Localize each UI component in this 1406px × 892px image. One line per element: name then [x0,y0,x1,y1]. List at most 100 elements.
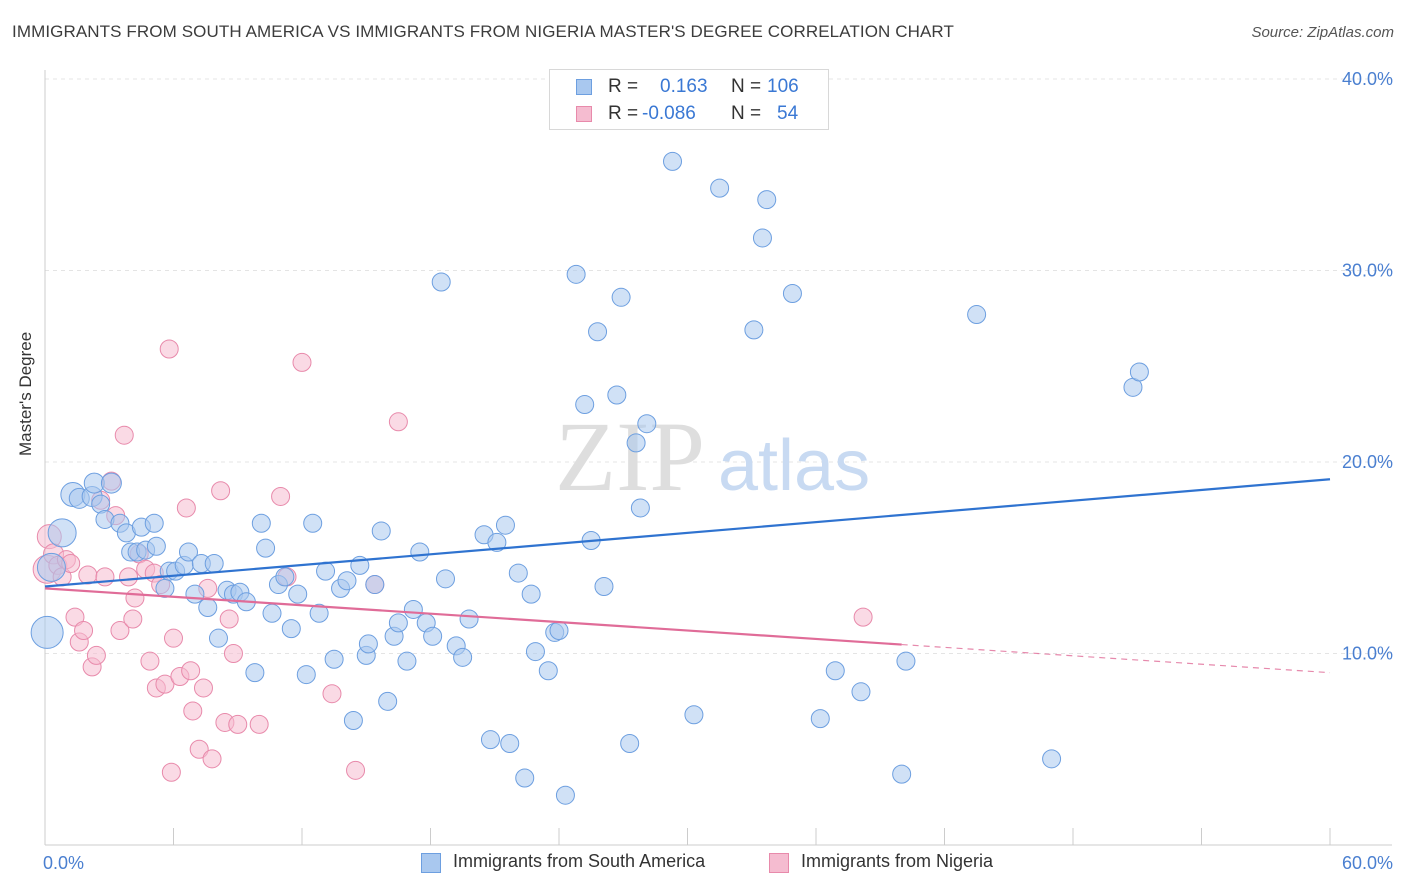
data-point [219,609,239,629]
data-point [288,584,308,604]
data-point [123,609,143,629]
data-point [249,714,269,734]
data-point [47,518,77,548]
data-point [810,709,830,729]
data-point [782,283,802,303]
data-point [110,621,130,641]
x-tick-label: 60.0% [1342,853,1393,873]
data-point [309,603,329,623]
legend-r-label: R = [608,76,639,97]
data-point [588,322,608,342]
data-point [637,414,657,434]
data-point [181,661,201,681]
data-point [459,609,479,629]
data-point [193,678,213,698]
data-point [146,536,166,556]
legend-n-label: N = [731,103,762,124]
data-point [189,739,209,759]
data-point [358,634,378,654]
watermark-atlas: atlas [718,426,870,506]
legend-r-label: R = [608,103,639,124]
data-point [292,352,312,372]
trend-line-south-america [44,478,1331,588]
data-point [388,412,408,432]
series-nigeria-points [32,339,873,782]
data-point [495,515,515,535]
data-point [684,705,704,725]
data-point [423,626,443,646]
data-point [316,561,336,581]
data-point [1042,749,1062,769]
data-point [155,578,175,598]
data-point [431,272,451,292]
data-point [74,621,94,641]
data-point [555,785,575,805]
data-point [36,552,66,582]
data-point [86,645,106,665]
data-point [480,730,500,750]
data-point [500,734,520,754]
data-point [245,663,265,683]
data-point [95,567,115,587]
data-point [161,762,181,782]
chart-title: IMMIGRANTS FROM SOUTH AMERICA VS IMMIGRA… [12,22,954,41]
y-tick-label: 30.0% [1342,261,1393,281]
data-point [892,764,912,784]
data-point [410,542,430,562]
data-point [119,567,139,587]
legend-swatch-blue [576,79,592,95]
x-tick-label: 0.0% [43,853,84,873]
data-point [223,644,243,663]
bottom-legend-swatch-blue [421,853,441,873]
data-point [521,584,541,604]
legend-row-nigeria: R = -0.086 N = 54 [550,101,828,127]
y-tick-label: 40.0% [1342,69,1393,89]
data-point [851,682,871,702]
data-point [397,651,417,671]
trend-lines [44,478,1331,674]
series-south-america-points [30,151,1149,805]
data-point [198,598,218,618]
data-point [204,553,224,573]
data-point [538,661,558,681]
data-point [1129,362,1149,382]
data-point [281,619,301,639]
data-point [262,603,282,623]
data-point [271,486,291,506]
legend-r-value: -0.086 [642,103,696,124]
data-point [388,613,408,633]
data-point [256,538,276,558]
data-point [744,320,764,340]
data-point [620,734,640,754]
legend-n-value: 54 [777,103,799,124]
data-point [626,433,646,453]
legend-n-label: N = [731,76,762,97]
data-point [630,498,650,518]
data-point [371,521,391,541]
legend-row-south-america: R = 0.163 N = 106 [550,74,828,100]
data-point [183,701,203,721]
data-point [251,513,271,533]
trend-line-nigeria [44,587,902,646]
data-point [144,513,164,533]
legend-r-value: 0.163 [660,76,708,97]
data-point [208,628,228,648]
data-point [324,649,344,669]
data-point [100,472,122,494]
axes [44,70,1392,846]
data-point [275,567,295,587]
data-point [164,628,183,648]
data-point [202,749,222,769]
data-point [575,395,595,415]
watermark-zip: ZIP [555,401,705,512]
data-point [346,760,366,780]
data-point [125,588,145,608]
bottom-legend-nigeria: Immigrants from Nigeria [801,851,994,871]
data-point [611,287,631,307]
data-point [30,615,64,649]
data-point [176,498,196,518]
data-point [155,674,175,694]
data-point [508,563,528,583]
data-point [303,513,323,533]
